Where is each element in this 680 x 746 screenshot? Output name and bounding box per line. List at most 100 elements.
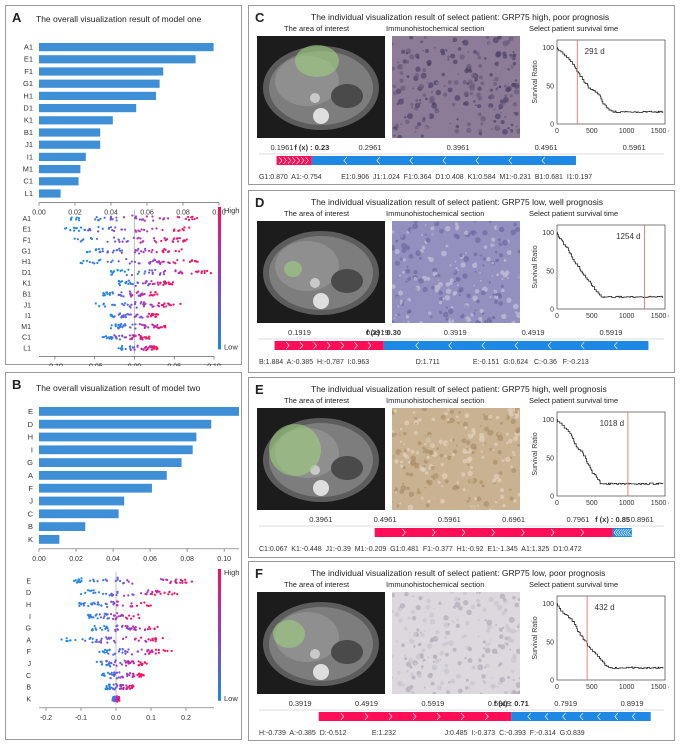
- shap-point: [174, 249, 177, 253]
- shap-point: [134, 315, 137, 318]
- shap-point: [113, 696, 116, 700]
- shap-point: [122, 216, 126, 219]
- x-tick-label: 0.02: [68, 210, 82, 216]
- x-tick-label: 0.1: [146, 715, 156, 722]
- colorbar-high-label: High: [224, 206, 239, 215]
- shap-point: [133, 260, 137, 263]
- x-tick-label: 0.0: [111, 715, 121, 722]
- x-tick-label: 0.10: [207, 363, 221, 366]
- shap-point: [145, 604, 149, 607]
- shap-point: [134, 284, 137, 287]
- panel-title: The overall visualization result of mode…: [36, 14, 202, 24]
- shap-point: [158, 273, 162, 276]
- beeswarm-category-label: D1: [22, 270, 31, 277]
- subtitle-ihc: Immunohistochemical section: [386, 396, 485, 405]
- shap-force-plot: 0.1919 0.2919 0.3919 0.4919 0.5919 f (x) : 0.…: [259, 328, 664, 366]
- shap-point: [136, 673, 139, 677]
- shap-point: [94, 218, 97, 221]
- shap-point: [125, 664, 128, 667]
- shap-point: [109, 677, 112, 680]
- shap-point: [139, 337, 142, 340]
- bar-category-label: B1: [24, 128, 33, 137]
- shap-point: [94, 302, 97, 305]
- shap-point: [126, 617, 129, 620]
- shap-point: [160, 239, 163, 243]
- beeswarm-category-label: K1: [22, 281, 31, 288]
- shap-point: [120, 291, 123, 294]
- beeswarm-category-label: I: [29, 614, 31, 621]
- shap-point: [151, 227, 154, 230]
- y-tick-label: 50: [546, 83, 554, 90]
- shap-point: [153, 345, 156, 348]
- shap-point: [168, 303, 171, 307]
- subtitle-surv: Select patient survival time: [529, 580, 619, 589]
- shap-point: [149, 291, 152, 294]
- x-tick-label: -0.1: [75, 715, 87, 722]
- shap-point: [127, 662, 130, 665]
- shap-point: [206, 269, 209, 273]
- shap-point: [142, 324, 145, 327]
- shap-point: [174, 580, 177, 583]
- shap-point: [131, 283, 134, 286]
- shap-point: [140, 250, 143, 253]
- shap-point: [117, 676, 120, 679]
- shap-point: [104, 335, 108, 338]
- bar-K1: [39, 116, 113, 125]
- shap-point: [157, 327, 160, 330]
- beeswarm-category-label: A: [26, 637, 31, 644]
- shap-point: [85, 259, 89, 262]
- bar-category-label: J: [29, 497, 33, 506]
- bar-category-label: I: [31, 445, 33, 454]
- x-tick-label: 0.00: [128, 363, 142, 366]
- shap-force-plot: 0.1961 0.2961 0.3961 0.4961 0.5961 f (x) : 0.…: [259, 143, 664, 181]
- shap-point: [84, 639, 87, 642]
- shap-point: [165, 305, 168, 308]
- shap-point: [182, 240, 185, 243]
- shap-point: [162, 273, 166, 276]
- shap-point: [103, 648, 107, 651]
- x-tick-label: 1500 d: [651, 500, 669, 507]
- shap-point: [140, 648, 143, 651]
- shap-point: [114, 630, 117, 633]
- y-axis-label: Survival Ratio: [532, 245, 539, 288]
- shap-point: [191, 218, 194, 221]
- shap-point: [121, 335, 124, 338]
- shap-point: [116, 600, 119, 603]
- plot-frame: [556, 595, 666, 681]
- force-feature-values: G1:0.870 A1:-0.754 E1:0.906 J1:1.024 F1:…: [259, 174, 592, 181]
- force-fx-label: f (x) : 0.30: [366, 328, 401, 337]
- shap-point: [112, 614, 116, 617]
- shap-point: [179, 270, 182, 273]
- shap-point: [138, 252, 141, 255]
- bar-category-label: K: [28, 535, 33, 544]
- shap-point: [98, 251, 101, 254]
- x-tick-label: -0.2: [40, 715, 52, 722]
- shap-point: [108, 637, 111, 640]
- subtitle-ihc: Immunohistochemical section: [386, 580, 485, 589]
- shap-point: [120, 663, 123, 666]
- shap-point: [88, 637, 91, 641]
- shap-point: [153, 325, 156, 328]
- shap-point: [181, 579, 184, 583]
- bar-category-label: C1: [23, 177, 33, 186]
- shap-point: [130, 627, 133, 630]
- shap-point: [114, 323, 117, 327]
- panel-d: D The individual visualization result of …: [248, 190, 675, 373]
- shap-point: [137, 247, 140, 250]
- force-tick-label: 0.7961: [566, 515, 589, 524]
- shap-point: [99, 616, 102, 619]
- shap-point: [141, 240, 144, 243]
- shap-point: [151, 271, 154, 274]
- shap-point: [74, 227, 77, 230]
- shap-point: [127, 279, 130, 282]
- shap-point: [176, 593, 179, 596]
- shap-point: [105, 291, 109, 294]
- force-positive-bar: [276, 156, 312, 165]
- survival-line: [557, 419, 664, 485]
- shap-point: [121, 240, 124, 243]
- shap-point: [86, 251, 89, 254]
- shap-point: [140, 347, 143, 350]
- shap-point: [91, 629, 94, 632]
- force-tick-label: 0.5961: [438, 515, 461, 524]
- shap-point: [147, 589, 150, 592]
